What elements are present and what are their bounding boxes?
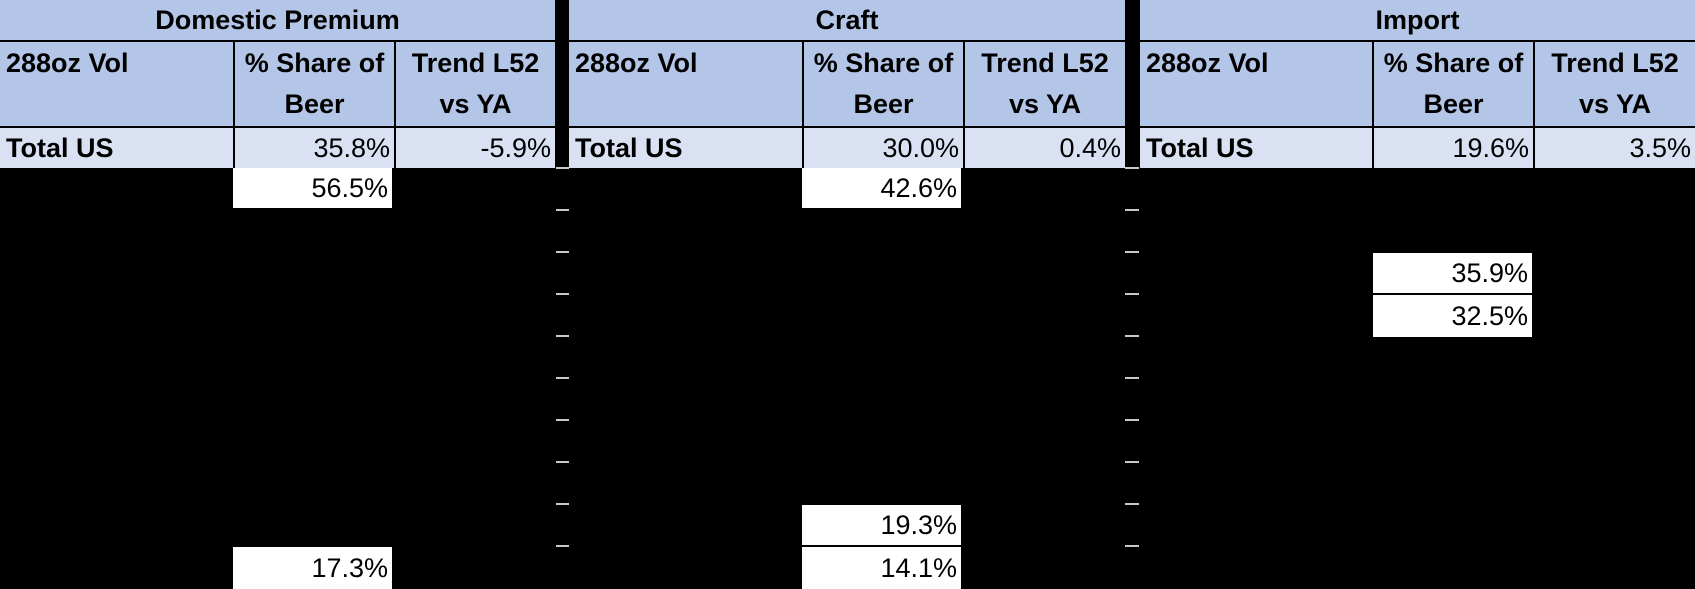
column-header-trend: Trend L52 vs YA xyxy=(1533,42,1695,126)
gridline-tick xyxy=(556,335,569,337)
section-title: Craft xyxy=(569,0,1125,42)
gridline-tick xyxy=(1125,461,1139,463)
gridline-tick xyxy=(556,167,569,169)
gridline-tick xyxy=(556,251,569,253)
gridline-tick xyxy=(1125,377,1139,379)
total-us-label: Total US xyxy=(569,126,802,168)
column-header-share: % Share of Beer xyxy=(1372,42,1533,126)
gridline-tick xyxy=(1125,335,1139,337)
gridline-tick xyxy=(556,545,569,547)
total-us-trend: -5.9% xyxy=(394,126,555,168)
column-header-volume: 288oz Vol xyxy=(569,42,802,126)
column-header-volume: 288oz Vol xyxy=(1140,42,1372,126)
section-title: Import xyxy=(1140,0,1695,42)
gridline-tick xyxy=(556,293,569,295)
total-us-share: 30.0% xyxy=(802,126,963,168)
share-cell-row-1: 42.6% xyxy=(802,168,961,210)
gridline-tick xyxy=(1125,251,1139,253)
column-header-volume: 288oz Vol xyxy=(0,42,233,126)
share-cell-row-3: 35.9% xyxy=(1373,253,1532,295)
share-cell-row-4: 32.5% xyxy=(1373,295,1532,337)
column-header-share: % Share of Beer xyxy=(802,42,963,126)
gridline-tick xyxy=(556,377,569,379)
gridline-tick xyxy=(556,419,569,421)
gridline-tick xyxy=(1125,167,1139,169)
gridline-tick xyxy=(1125,419,1139,421)
column-header-trend: Trend L52 vs YA xyxy=(963,42,1125,126)
gridline-tick xyxy=(1125,545,1139,547)
gridline-tick xyxy=(1125,209,1139,211)
section-craft: Craft 288oz Vol % Share of Beer Trend L5… xyxy=(569,0,1125,589)
section-title: Domestic Premium xyxy=(0,0,555,42)
section-import: Import 288oz Vol % Share of Beer Trend L… xyxy=(1140,0,1695,589)
share-cell-row-1: 56.5% xyxy=(233,168,392,210)
section-domestic-premium: Domestic Premium 288oz Vol % Share of Be… xyxy=(0,0,555,589)
total-us-share: 19.6% xyxy=(1372,126,1533,168)
total-us-trend: 0.4% xyxy=(963,126,1125,168)
total-us-share: 35.8% xyxy=(233,126,394,168)
share-cell-row-10: 14.1% xyxy=(802,547,961,589)
gridline-tick xyxy=(556,461,569,463)
gridline-tick xyxy=(1125,293,1139,295)
gridline-tick xyxy=(556,503,569,505)
gridline-tick xyxy=(556,209,569,211)
total-us-label: Total US xyxy=(0,126,233,168)
column-header-trend: Trend L52 vs YA xyxy=(394,42,555,126)
gridline-tick xyxy=(1125,503,1139,505)
share-cell-row-9: 19.3% xyxy=(802,505,961,547)
total-us-trend: 3.5% xyxy=(1533,126,1695,168)
total-us-label: Total US xyxy=(1140,126,1372,168)
column-header-share: % Share of Beer xyxy=(233,42,394,126)
share-cell-row-10: 17.3% xyxy=(233,547,392,589)
